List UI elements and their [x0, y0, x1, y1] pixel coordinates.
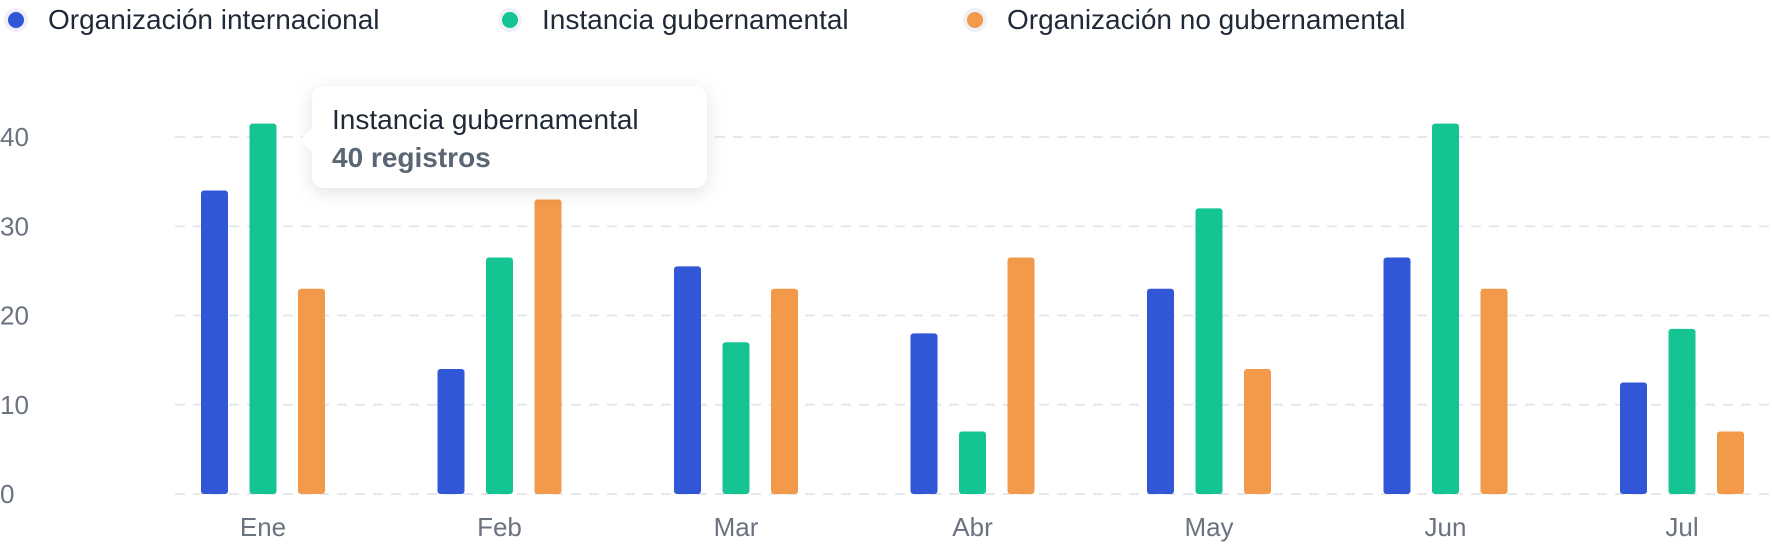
bar[interactable]	[722, 342, 750, 494]
bar[interactable]	[1007, 257, 1035, 494]
bar[interactable]	[437, 369, 465, 494]
x-tick-label: May	[1184, 512, 1233, 542]
y-tick-label: 0	[0, 479, 14, 509]
x-tick-label: Mar	[714, 512, 759, 542]
x-tick-label: Abr	[952, 512, 993, 542]
y-axis: 0 10 20 30 40	[0, 122, 29, 509]
bar[interactable]	[1620, 382, 1647, 494]
legend-label: Instancia gubernamental	[542, 4, 849, 35]
bar[interactable]	[959, 431, 986, 494]
tooltip-arrow	[300, 128, 312, 152]
tooltip-value: 40 registros	[332, 142, 491, 173]
x-tick-label: Jul	[1665, 512, 1698, 542]
legend-dot-icon	[8, 12, 24, 28]
bar[interactable]	[1383, 257, 1411, 494]
legend-item-instancia-gubernamental[interactable]: Instancia gubernamental	[502, 0, 849, 40]
bar[interactable]	[1195, 208, 1223, 494]
x-axis: Ene Feb Mar Abr May Jun Jul	[240, 512, 1699, 542]
tooltip-title: Instancia gubernamental	[332, 104, 639, 135]
bar[interactable]	[771, 288, 798, 494]
x-tick-label: Jun	[1425, 512, 1467, 542]
legend-dot-icon	[502, 12, 518, 28]
bar[interactable]	[298, 288, 325, 494]
legend-label: Organización internacional	[48, 4, 380, 35]
bar[interactable]	[1717, 431, 1744, 494]
bars	[201, 123, 1744, 495]
bar[interactable]	[1668, 328, 1696, 494]
bar[interactable]	[1480, 288, 1508, 494]
y-tick-label: 10	[0, 390, 29, 420]
bar[interactable]	[249, 123, 277, 495]
legend-dot-icon	[967, 12, 983, 28]
bar[interactable]	[674, 266, 701, 494]
legend-label: Organización no gubernamental	[1007, 4, 1406, 35]
chart-legend: Organización internacional Instancia gub…	[0, 0, 1772, 40]
y-tick-label: 40	[0, 122, 29, 152]
bar[interactable]	[201, 190, 228, 495]
y-tick-label: 30	[0, 211, 29, 241]
bar[interactable]	[1432, 123, 1459, 495]
bar[interactable]	[486, 257, 513, 494]
legend-item-organizacion-internacional[interactable]: Organización internacional	[8, 0, 380, 40]
bar[interactable]	[1244, 369, 1271, 494]
bar[interactable]	[534, 199, 562, 494]
bar[interactable]	[1147, 288, 1174, 494]
y-tick-label: 20	[0, 301, 29, 331]
bar[interactable]	[910, 333, 938, 494]
x-tick-label: Feb	[477, 512, 522, 542]
chart-tooltip: Instancia gubernamental 40 registros	[300, 86, 707, 188]
legend-item-organizacion-no-gubernamental[interactable]: Organización no gubernamental	[967, 0, 1405, 40]
x-tick-label: Ene	[240, 512, 286, 542]
